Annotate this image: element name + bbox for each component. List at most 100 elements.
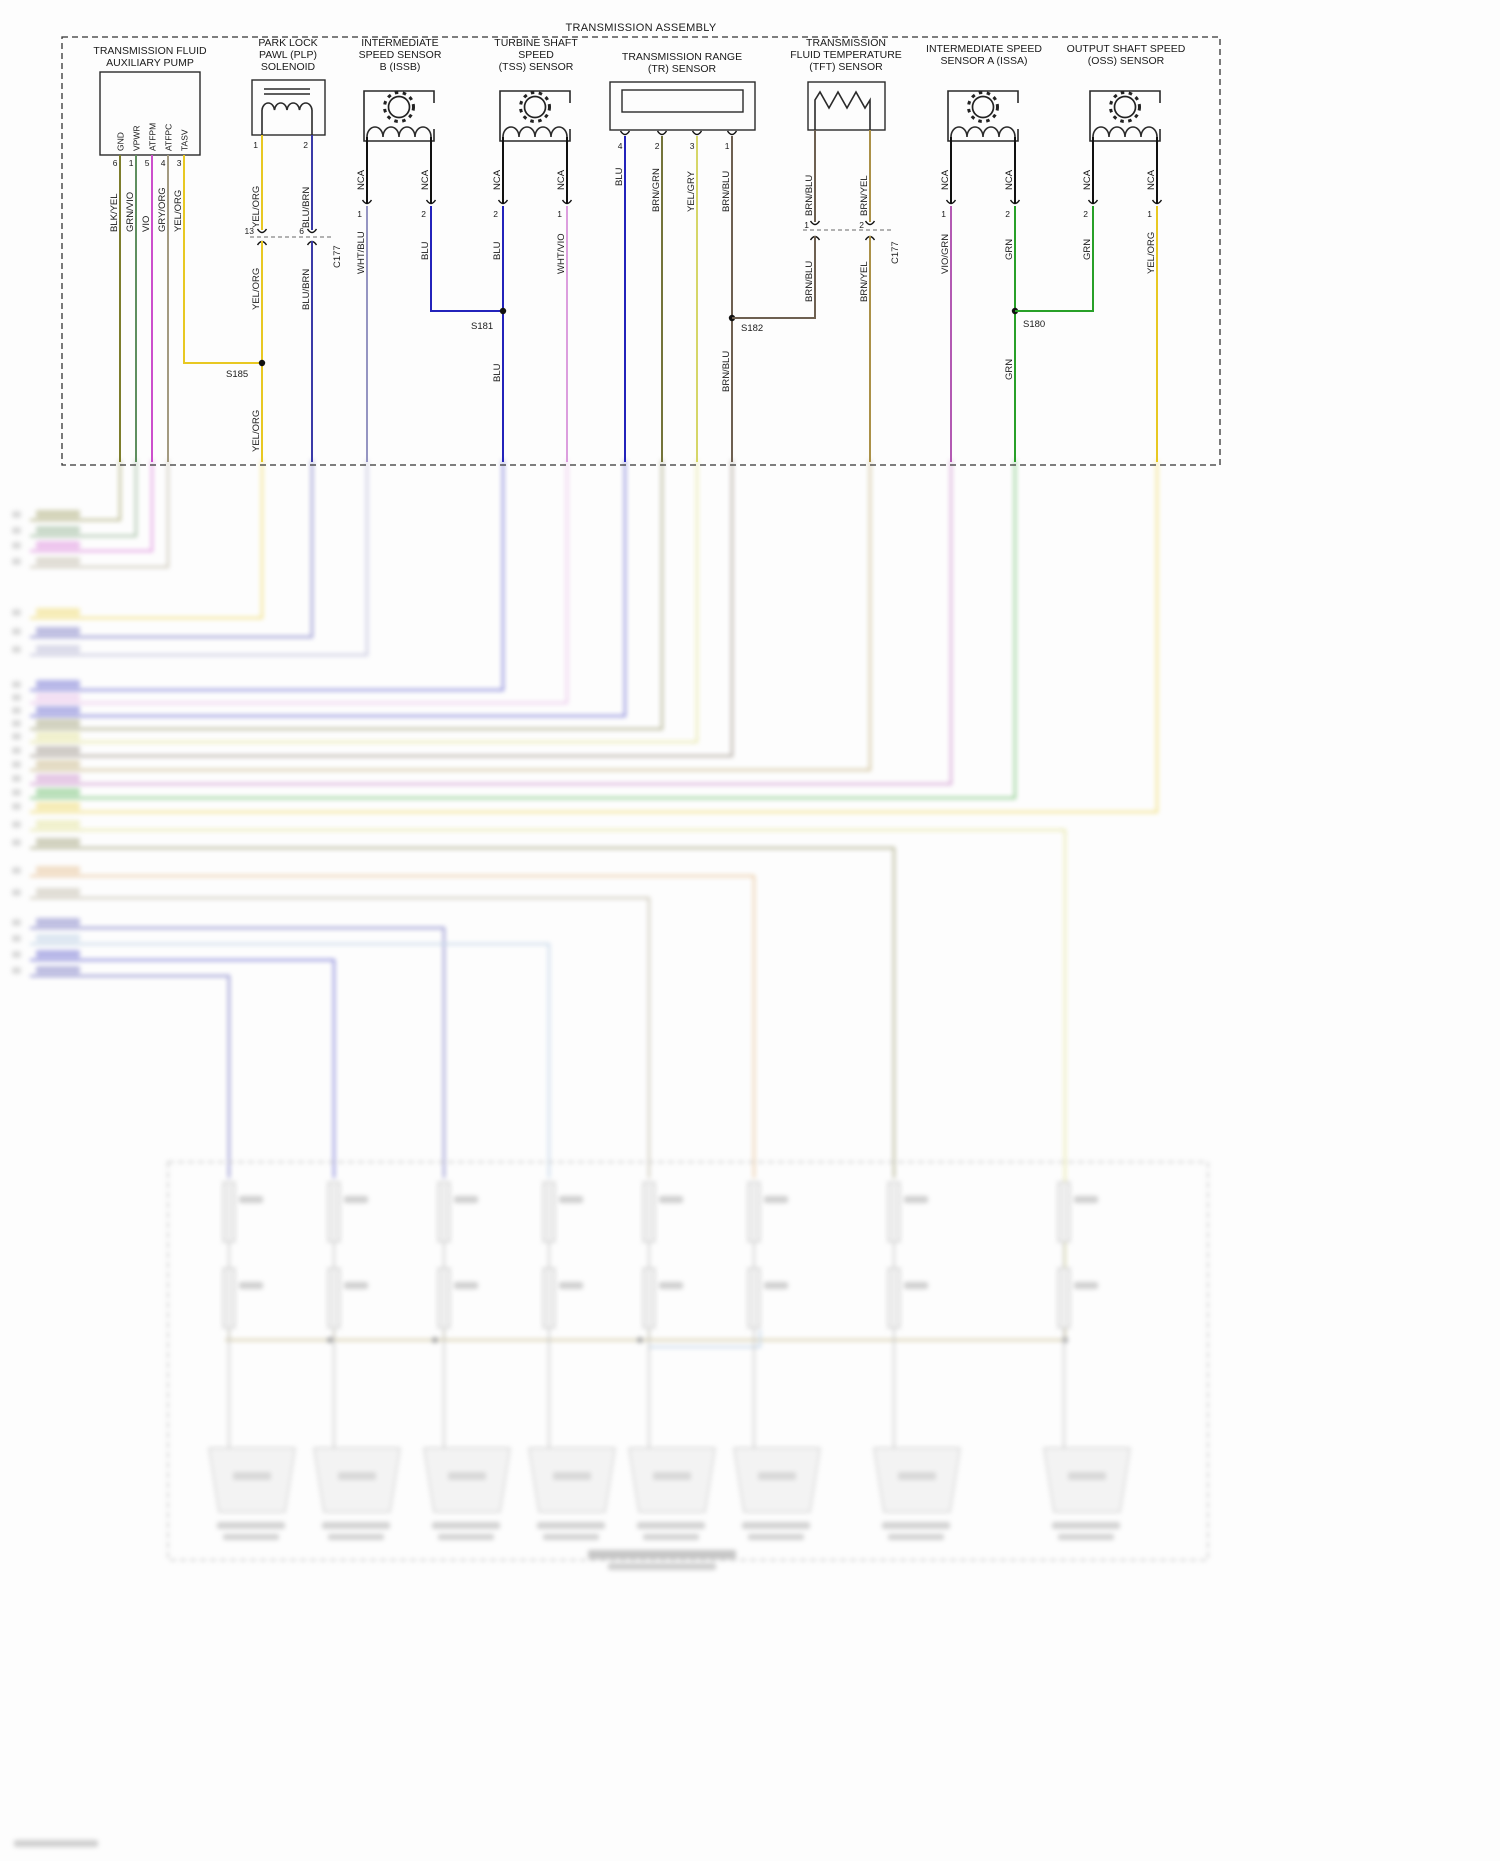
blurred-lower-title: [588, 1550, 736, 1559]
wire-label: YEL/GRY: [686, 170, 697, 212]
wire-cont-blkyel: [30, 460, 121, 521]
component-title: (TR) SENSOR: [648, 63, 717, 75]
wire-label: GRN/VIO: [125, 192, 136, 232]
speed-sensor-symbol: [363, 90, 435, 142]
connector-pin-number: 2: [859, 220, 864, 230]
pin-number: 2: [655, 141, 660, 151]
lower-assembly-outline: [167, 1161, 1209, 1561]
blurred-lower-subtitle: [608, 1563, 716, 1570]
wire-cont-gryorg: [30, 460, 169, 568]
wire-label: YEL/ORG: [251, 410, 262, 452]
connector-pin-number: 13: [245, 226, 255, 236]
component-issa-sensor: INTERMEDIATE SPEED SENSOR A (ISSA) NCA N…: [926, 43, 1045, 462]
component-title: SPEED SENSOR: [359, 49, 442, 61]
wire-cont-blu-2: [30, 460, 626, 717]
speed-sensor-symbol: [1089, 90, 1161, 142]
pin-number: 1: [253, 140, 258, 150]
component-title: FLUID TEMPERATURE: [790, 49, 902, 61]
wire-label: WHT/BLU: [356, 231, 367, 274]
pump-box: [99, 71, 201, 156]
bus-junction: [637, 1337, 643, 1343]
wire-lower-khaki: [30, 829, 1066, 1338]
wire-label: YEL/ORG: [1146, 232, 1157, 274]
wire-cont-whtvio: [30, 460, 568, 704]
component-title: (TSS) SENSOR: [499, 61, 574, 73]
wire-lower-blue-1: [30, 927, 445, 1178]
wire-label: BLU/BRN: [301, 269, 312, 310]
pin-number: 4: [618, 141, 623, 151]
sensor-stub-wires: [950, 137, 1016, 203]
speed-sensor-symbol: [947, 90, 1019, 142]
wire-label: BLU: [492, 363, 503, 382]
wire-issb-blu: [430, 206, 503, 312]
component-title: SOLENOID: [261, 61, 316, 73]
component-tft-sensor: TRANSMISSION FLUID TEMPERATURE (TFT) SEN…: [732, 37, 902, 462]
inline-connector-c177: 13 6 C177: [245, 226, 343, 268]
pin-number: 2: [303, 140, 308, 150]
wire-tft-brnblu-lower: [732, 236, 816, 319]
connector-label: C177: [332, 245, 343, 268]
wire-oss-grn: [1015, 206, 1094, 312]
wire-lower-ltblue: [30, 943, 550, 1178]
splice-label: S185: [226, 369, 248, 380]
sensor-stub-wires: [366, 137, 432, 203]
wire-cont-yelorg-1: [30, 460, 263, 619]
wire-cont-whtblu: [30, 460, 368, 656]
stub-label: NCA: [356, 169, 367, 190]
stub-label: NCA: [1082, 169, 1093, 190]
component-title: OUTPUT SHAFT SPEED: [1067, 43, 1186, 55]
component-issb-sensor: INTERMEDIATE SPEED SENSOR B (ISSB) NCA N…: [356, 37, 503, 462]
pin-number: 1: [557, 209, 562, 219]
wire-lower-blue-2: [30, 959, 335, 1178]
component-title: B (ISSB): [380, 61, 421, 73]
component-plp-solenoid: PARK LOCK PAWL (PLP) SOLENOID 1 2 YEL/OR…: [226, 37, 343, 462]
wire-cont-brnyel: [30, 460, 871, 771]
wire-cont-yelgry: [30, 460, 698, 743]
wire-cont-grnvio: [30, 460, 137, 537]
component-title: SENSOR A (ISSA): [941, 55, 1028, 67]
tr-box: [609, 81, 756, 131]
pin-number: 6: [113, 158, 118, 168]
wire-label: YEL/ORG: [251, 186, 262, 228]
wire-label: BRN/BLU: [721, 171, 732, 212]
wire-label: BRN/BLU: [804, 175, 815, 216]
pin-connector-cups: [619, 130, 738, 136]
splice-label: S181: [471, 321, 493, 332]
tr-inner-box: [621, 89, 744, 113]
component-tr-sensor: TRANSMISSION RANGE (TR) SENSOR 4 2 3 1 B…: [609, 51, 763, 462]
stub-label: NCA: [1146, 169, 1157, 190]
wire-label: BRN/YEL: [859, 261, 870, 302]
wire-lower-olive: [30, 847, 895, 1178]
component-tss-sensor: TURBINE SHAFT SPEED (TSS) SENSOR NCA NCA…: [471, 37, 578, 462]
pin-label: TASV: [180, 129, 190, 151]
wire-cont-brnblu: [30, 460, 733, 757]
pin-number: 1: [725, 141, 730, 151]
sensor-stub-wires: [1092, 137, 1158, 203]
pin-number: 3: [177, 158, 182, 168]
pin-label: GND: [116, 132, 126, 151]
wire-cont-vio: [30, 460, 153, 552]
component-title: PARK LOCK: [258, 37, 317, 49]
wire-label: GRY/ORG: [157, 187, 168, 232]
bus-junction: [432, 1337, 438, 1343]
solenoid-coil-symbol: [251, 79, 326, 136]
wire-cont-blu-1: [30, 460, 504, 691]
assembly-title: TRANSMISSION ASSEMBLY: [566, 22, 717, 34]
pin-connector-cups: [945, 199, 1021, 205]
wire-label: VIO/GRN: [940, 234, 951, 274]
wire-cont-blubrn: [30, 460, 313, 638]
wire-label: BRN/BLU: [804, 261, 815, 302]
wire-label: WHT/VIO: [556, 233, 567, 274]
stub-label: NCA: [1004, 169, 1015, 190]
speed-sensor-symbol: [499, 90, 571, 142]
component-title: AUXILIARY PUMP: [106, 57, 194, 69]
pin-number: 5: [145, 158, 150, 168]
wire-cont-viogrn: [30, 460, 952, 785]
pin-number: 1: [357, 209, 362, 219]
stub-label: NCA: [420, 169, 431, 190]
component-title: TRANSMISSION RANGE: [622, 51, 742, 63]
splice-label: S182: [741, 323, 763, 334]
pin-number: 1: [1147, 209, 1152, 219]
